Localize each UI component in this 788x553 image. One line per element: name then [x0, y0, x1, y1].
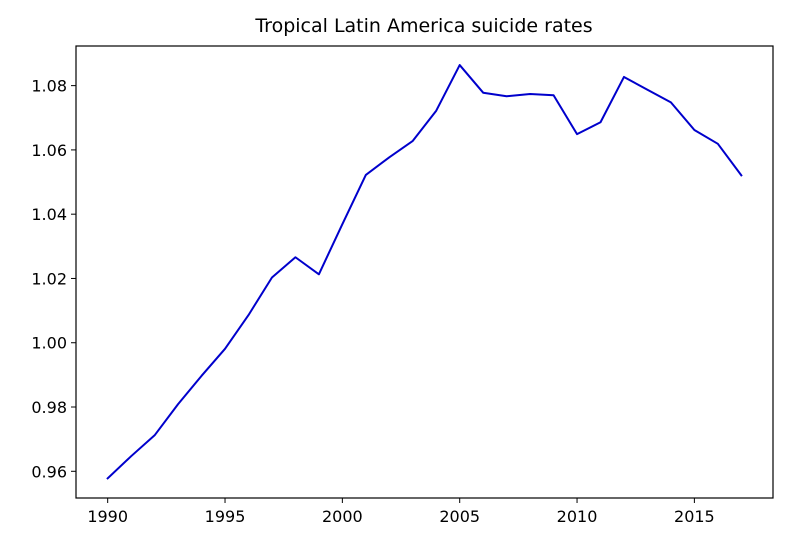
plot-frame — [75, 45, 774, 499]
x-tick-label: 2010 — [557, 507, 598, 526]
x-tick-label: 1995 — [205, 507, 246, 526]
y-tick-label: 0.96 — [31, 462, 67, 481]
chart-title: Tropical Latin America suicide rates — [254, 15, 592, 37]
x-axis: 1990 1995 2000 2005 2010 2015 — [87, 498, 715, 526]
plot-area — [106, 64, 743, 480]
series-line-0 — [106, 64, 743, 480]
x-tick-label: 1990 — [87, 507, 128, 526]
y-tick-label: 1.04 — [31, 205, 67, 224]
y-axis: 0.96 0.98 1.00 1.02 1.04 1.06 1.08 — [31, 77, 76, 481]
y-tick-label: 1.06 — [31, 141, 67, 160]
x-tick-label: 2015 — [674, 507, 715, 526]
y-tick-label: 1.02 — [31, 269, 67, 288]
x-tick-label: 2005 — [439, 507, 480, 526]
y-tick-label: 0.98 — [31, 398, 67, 417]
y-tick-label: 1.08 — [31, 77, 67, 96]
x-tick-label: 2000 — [322, 507, 363, 526]
y-tick-label: 1.00 — [31, 334, 67, 353]
